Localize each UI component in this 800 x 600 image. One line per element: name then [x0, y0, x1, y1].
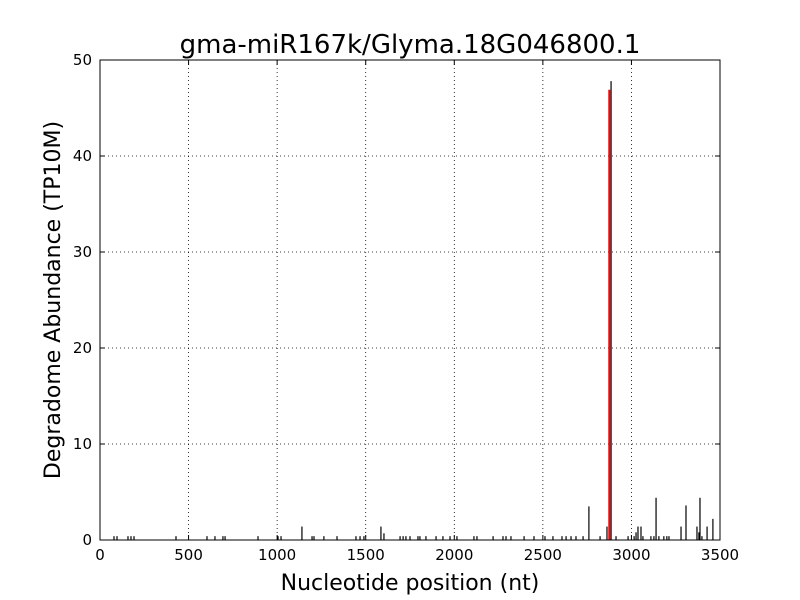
- y-tick-label: 40: [73, 147, 92, 165]
- y-tick-label: 20: [73, 339, 92, 357]
- chart-title: gma-miR167k/Glyma.18G046800.1: [180, 30, 641, 60]
- plot-frame: [99, 59, 721, 541]
- x-tick-label: 1000: [258, 546, 296, 564]
- x-axis-label: Nucleotide position (nt): [281, 571, 540, 596]
- x-tick-label: 0: [95, 546, 105, 564]
- x-tick-label: 2500: [524, 546, 562, 564]
- x-tick-label: 2000: [435, 546, 473, 564]
- plot-area: 0 500 1000 1500 2000 2500 3000 3500 0 10 20 30 40 50: [73, 51, 739, 564]
- x-tick-label: 3500: [701, 546, 739, 564]
- y-tick-label: 50: [73, 51, 92, 69]
- y-tick-label: 0: [82, 531, 92, 549]
- y-tick-label: 10: [73, 435, 92, 453]
- y-tick-label: 30: [73, 243, 92, 261]
- x-tick-label: 3000: [612, 546, 650, 564]
- x-tick-label: 500: [174, 546, 203, 564]
- y-axis-label: Degradome Abundance (TP10M): [41, 121, 66, 479]
- x-tick-label: 1500: [347, 546, 385, 564]
